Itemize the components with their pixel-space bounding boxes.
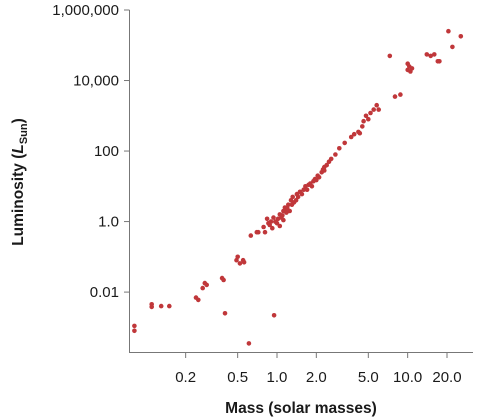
- data-point: [277, 223, 283, 229]
- data-point: [328, 156, 334, 162]
- data-point: [200, 285, 205, 291]
- data-point: [301, 187, 307, 192]
- data-point: [149, 304, 154, 310]
- y-axis-title: Luminosity (LSun): [10, 118, 30, 246]
- data-point: [281, 217, 286, 223]
- data-point: [221, 277, 226, 283]
- data-point: [368, 110, 373, 116]
- data-point: [432, 52, 437, 57]
- y-axis-title-italic: L: [10, 144, 27, 153]
- x-tick-label: 2.0: [306, 369, 327, 386]
- data-point: [293, 198, 299, 203]
- data-point: [351, 131, 357, 137]
- data-points: [132, 28, 464, 346]
- y-tick-label: 10,000: [73, 73, 119, 90]
- data-point: [333, 152, 338, 157]
- data-point: [316, 175, 322, 180]
- data-point: [241, 260, 247, 265]
- data-point: [337, 146, 342, 151]
- data-point: [376, 107, 382, 112]
- x-axis-title: Mass (solar masses): [225, 400, 377, 417]
- y-axis-title-close: ): [10, 118, 27, 123]
- y-tick-label: 100: [94, 143, 119, 160]
- data-point: [371, 107, 377, 112]
- x-tick-label: 0.2: [175, 369, 196, 386]
- x-tick-label: 10.0: [393, 369, 422, 386]
- data-point: [274, 220, 280, 226]
- data-point: [348, 134, 354, 140]
- data-point: [424, 52, 430, 57]
- data-point: [361, 118, 366, 124]
- data-point: [322, 168, 327, 173]
- x-tick-label: 20.0: [432, 369, 461, 386]
- data-point: [387, 53, 393, 59]
- data-point: [304, 187, 310, 192]
- data-point: [132, 328, 137, 334]
- data-point: [299, 191, 305, 197]
- x-tick-label: 0.5: [227, 369, 248, 386]
- data-point: [295, 194, 301, 200]
- data-point: [262, 229, 268, 235]
- y-axis-title-subscript: Sun: [18, 123, 30, 144]
- data-point: [167, 303, 172, 309]
- data-point: [248, 233, 254, 238]
- data-point: [458, 34, 464, 39]
- data-point: [158, 303, 164, 309]
- y-tick-label: 1.0: [98, 214, 119, 231]
- data-point: [280, 213, 285, 218]
- data-point: [309, 184, 315, 189]
- data-point: [428, 53, 434, 59]
- data-point: [268, 219, 274, 224]
- data-point: [366, 116, 371, 122]
- data-point: [237, 261, 243, 266]
- y-axis-title-main: Luminosity (: [10, 153, 27, 246]
- data-point: [409, 66, 415, 71]
- data-point: [222, 311, 228, 316]
- data-point: [271, 215, 276, 220]
- data-point: [235, 254, 240, 260]
- data-point: [132, 323, 137, 329]
- data-point: [264, 216, 270, 222]
- data-point: [342, 140, 348, 146]
- data-point: [314, 177, 319, 183]
- data-point: [271, 313, 277, 318]
- data-point: [287, 208, 293, 214]
- data-point: [446, 28, 451, 34]
- data-point: [374, 102, 380, 108]
- data-point: [450, 44, 455, 50]
- y-tick-label: 1,000,000: [52, 2, 119, 19]
- data-point: [204, 282, 209, 288]
- data-point: [270, 225, 275, 231]
- y-axis-ticks: 0.01 1.0 100 10,000 1,000,000: [52, 2, 130, 301]
- plot-area: 0.01 1.0 100 10,000 1,000,000 0.2 0.5 1.0 2.0 5.…: [52, 2, 473, 386]
- data-point: [437, 59, 442, 64]
- data-point: [196, 297, 201, 303]
- data-point: [398, 92, 403, 97]
- x-tick-label: 5.0: [358, 369, 379, 386]
- data-point: [261, 224, 266, 230]
- data-point: [286, 202, 291, 207]
- data-point: [363, 113, 369, 119]
- x-tick-label: 1.0: [267, 369, 288, 386]
- data-point: [357, 130, 363, 136]
- x-axis-ticks: 0.2 0.5 1.0 2.0 5.0 10.0 20.0: [175, 352, 462, 386]
- data-point: [324, 162, 330, 168]
- data-point: [290, 194, 296, 200]
- data-point: [360, 124, 365, 129]
- data-point: [392, 94, 398, 99]
- data-point: [246, 341, 252, 346]
- data-point: [255, 229, 261, 235]
- y-tick-label: 0.01: [90, 284, 119, 301]
